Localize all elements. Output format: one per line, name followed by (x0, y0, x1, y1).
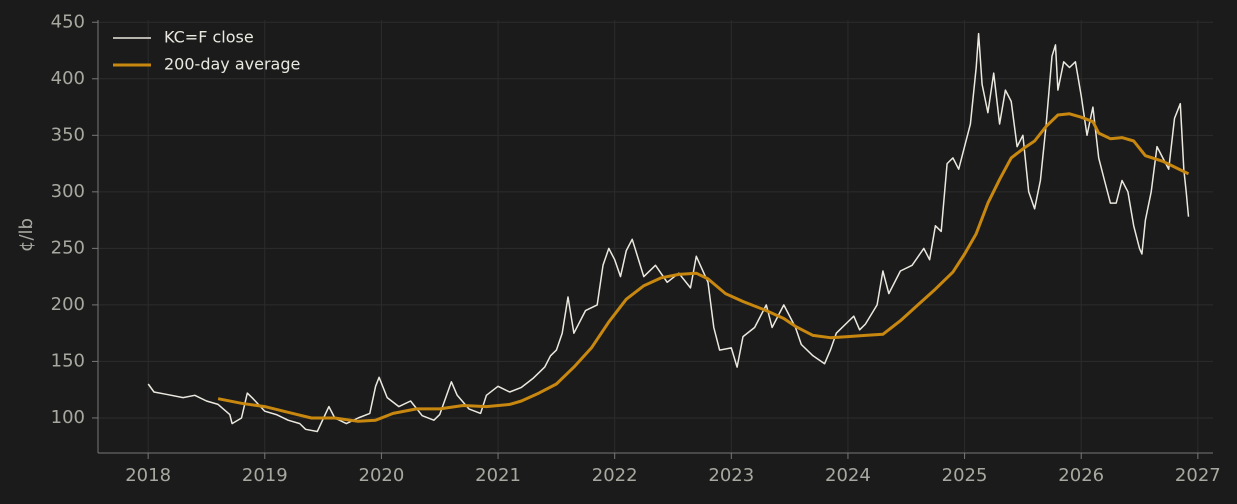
y-tick-label: 250 (51, 237, 85, 258)
x-tick-label: 2024 (825, 465, 871, 486)
x-tick-label: 2022 (592, 465, 638, 486)
y-axis-label: ¢/lb (16, 218, 37, 252)
y-tick-label: 450 (51, 11, 85, 32)
legend-label: 200-day average (164, 55, 300, 74)
x-tick-label: 2020 (359, 465, 405, 486)
x-tick-label: 2018 (125, 465, 171, 486)
x-tick-label: 2027 (1175, 465, 1221, 486)
series-line (217, 112, 1190, 423)
legend-label: KC=F close (164, 28, 254, 47)
x-tick-label: 2023 (708, 465, 754, 486)
x-tick-label: 2021 (475, 465, 521, 486)
y-tick-label: 300 (51, 181, 85, 202)
y-tick-label: 400 (51, 68, 85, 89)
legend: KC=F close 200-day average (113, 28, 300, 74)
x-tick-label: 2019 (242, 465, 288, 486)
y-tick-label: 200 (51, 294, 85, 315)
y-tick-label: 350 (51, 124, 85, 145)
y-tick-label: 100 (51, 407, 85, 428)
x-tick-label: 2025 (942, 465, 988, 486)
series-line (147, 32, 1190, 433)
y-tick-label: 150 (51, 350, 85, 371)
x-tick-label: 2026 (1058, 465, 1104, 486)
